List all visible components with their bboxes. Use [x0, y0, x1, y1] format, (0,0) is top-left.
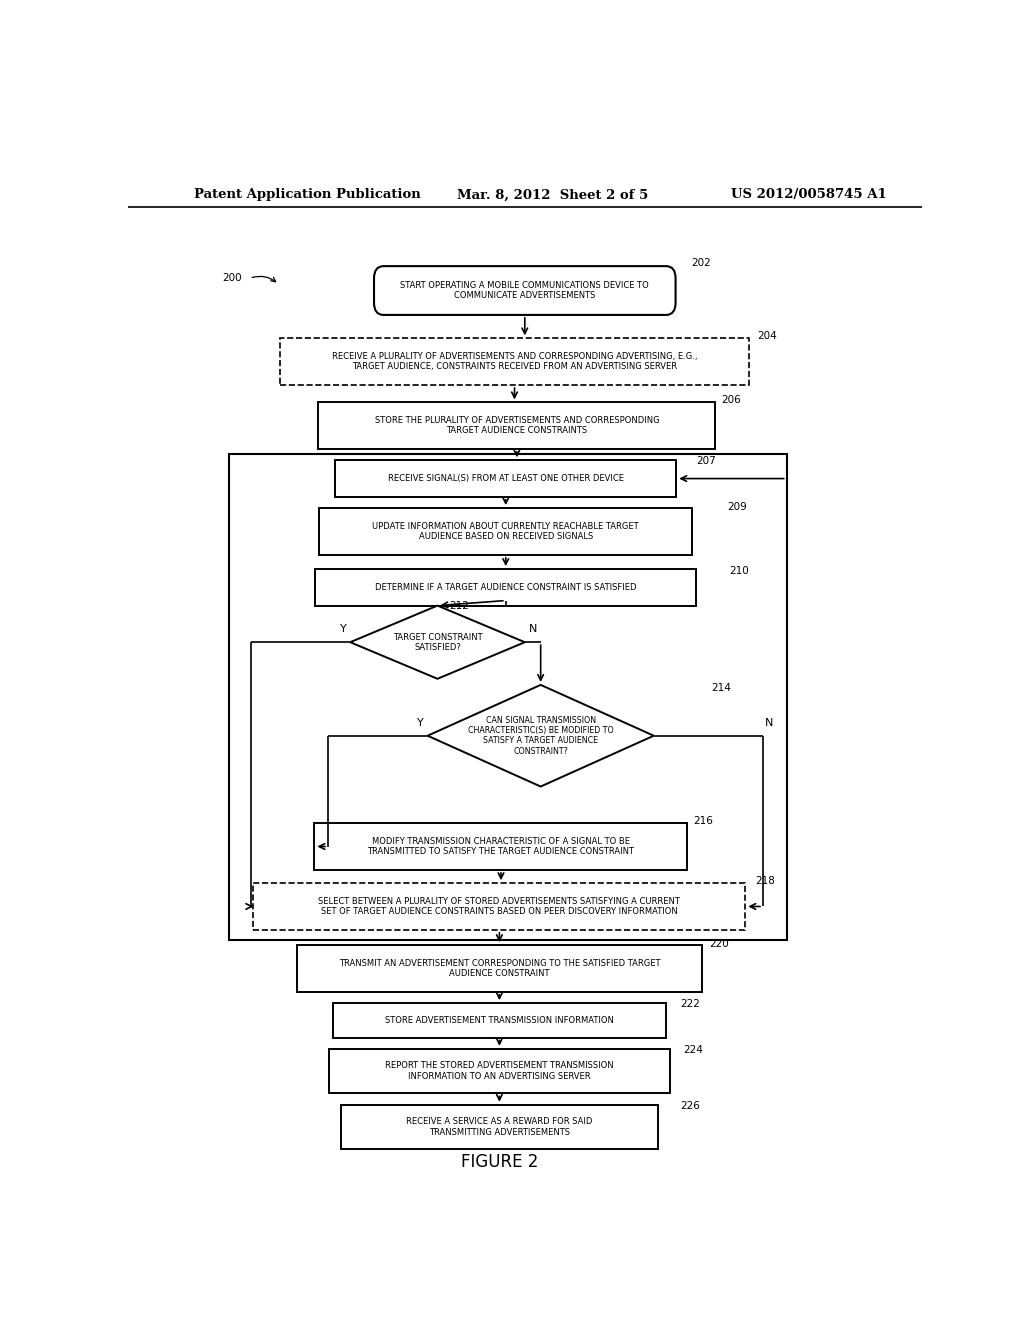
Text: Patent Application Publication: Patent Application Publication	[194, 189, 421, 202]
Text: 220: 220	[710, 939, 729, 949]
Text: FIGURE 2: FIGURE 2	[461, 1152, 538, 1171]
Text: UPDATE INFORMATION ABOUT CURRENTLY REACHABLE TARGET
AUDIENCE BASED ON RECEIVED S: UPDATE INFORMATION ABOUT CURRENTLY REACH…	[373, 521, 639, 541]
Text: N: N	[765, 718, 774, 727]
Polygon shape	[350, 606, 524, 678]
Text: RECEIVE SIGNAL(S) FROM AT LEAST ONE OTHER DEVICE: RECEIVE SIGNAL(S) FROM AT LEAST ONE OTHE…	[388, 474, 624, 483]
Text: 206: 206	[721, 396, 740, 405]
Text: STORE ADVERTISEMENT TRANSMISSION INFORMATION: STORE ADVERTISEMENT TRANSMISSION INFORMA…	[385, 1016, 613, 1024]
Text: STORE THE PLURALITY OF ADVERTISEMENTS AND CORRESPONDING
TARGET AUDIENCE CONSTRAI: STORE THE PLURALITY OF ADVERTISEMENTS AN…	[375, 416, 659, 436]
FancyBboxPatch shape	[318, 403, 715, 449]
Text: US 2012/0058745 A1: US 2012/0058745 A1	[731, 189, 887, 202]
Text: CAN SIGNAL TRANSMISSION
CHARACTERISTIC(S) BE MODIFIED TO
SATISFY A TARGET AUDIEN: CAN SIGNAL TRANSMISSION CHARACTERISTIC(S…	[468, 715, 613, 756]
Text: MODIFY TRANSMISSION CHARACTERISTIC OF A SIGNAL TO BE
TRANSMITTED TO SATISFY THE : MODIFY TRANSMISSION CHARACTERISTIC OF A …	[368, 837, 635, 857]
FancyBboxPatch shape	[297, 945, 701, 991]
Text: 209: 209	[727, 502, 746, 512]
Text: 202: 202	[691, 259, 712, 268]
Text: 210: 210	[729, 566, 750, 576]
Text: Y: Y	[340, 624, 346, 634]
Text: Y: Y	[417, 718, 424, 727]
Text: RECEIVE A SERVICE AS A REWARD FOR SAID
TRANSMITTING ADVERTISEMENTS: RECEIVE A SERVICE AS A REWARD FOR SAID T…	[407, 1117, 593, 1137]
FancyBboxPatch shape	[335, 461, 677, 496]
Text: TARGET CONSTRAINT
SATISFIED?: TARGET CONSTRAINT SATISFIED?	[392, 632, 482, 652]
Text: 200: 200	[222, 273, 242, 284]
Text: 218: 218	[755, 876, 775, 886]
FancyBboxPatch shape	[319, 508, 692, 554]
Text: 214: 214	[712, 682, 731, 693]
FancyBboxPatch shape	[314, 824, 687, 870]
Text: Mar. 8, 2012  Sheet 2 of 5: Mar. 8, 2012 Sheet 2 of 5	[458, 189, 648, 202]
Polygon shape	[428, 685, 653, 787]
Text: TRANSMIT AN ADVERTISEMENT CORRESPONDING TO THE SATISFIED TARGET
AUDIENCE CONSTRA: TRANSMIT AN ADVERTISEMENT CORRESPONDING …	[339, 958, 660, 978]
FancyBboxPatch shape	[315, 569, 696, 606]
Text: START OPERATING A MOBILE COMMUNICATIONS DEVICE TO
COMMUNICATE ADVERTISEMENTS: START OPERATING A MOBILE COMMUNICATIONS …	[400, 281, 649, 300]
Text: 212: 212	[450, 601, 469, 611]
Text: DETERMINE IF A TARGET AUDIENCE CONSTRAINT IS SATISFIED: DETERMINE IF A TARGET AUDIENCE CONSTRAIN…	[375, 583, 637, 591]
Text: 204: 204	[758, 331, 777, 342]
FancyBboxPatch shape	[374, 267, 676, 315]
FancyBboxPatch shape	[253, 883, 745, 929]
FancyBboxPatch shape	[329, 1049, 670, 1093]
Text: 224: 224	[684, 1045, 703, 1055]
Text: RECEIVE A PLURALITY OF ADVERTISEMENTS AND CORRESPONDING ADVERTISING, E.G.,
TARGE: RECEIVE A PLURALITY OF ADVERTISEMENTS AN…	[332, 352, 697, 371]
Text: 207: 207	[696, 457, 716, 466]
Bar	[228, 454, 786, 940]
Text: SELECT BETWEEN A PLURALITY OF STORED ADVERTISEMENTS SATISFYING A CURRENT
SET OF : SELECT BETWEEN A PLURALITY OF STORED ADV…	[318, 896, 680, 916]
FancyBboxPatch shape	[281, 338, 749, 385]
Text: REPORT THE STORED ADVERTISEMENT TRANSMISSION
INFORMATION TO AN ADVERTISING SERVE: REPORT THE STORED ADVERTISEMENT TRANSMIS…	[385, 1061, 613, 1081]
FancyBboxPatch shape	[341, 1105, 658, 1150]
FancyBboxPatch shape	[333, 1003, 666, 1038]
Text: N: N	[528, 624, 538, 634]
Text: 222: 222	[680, 999, 700, 1008]
Text: 226: 226	[680, 1101, 700, 1110]
Text: 216: 216	[693, 816, 713, 826]
